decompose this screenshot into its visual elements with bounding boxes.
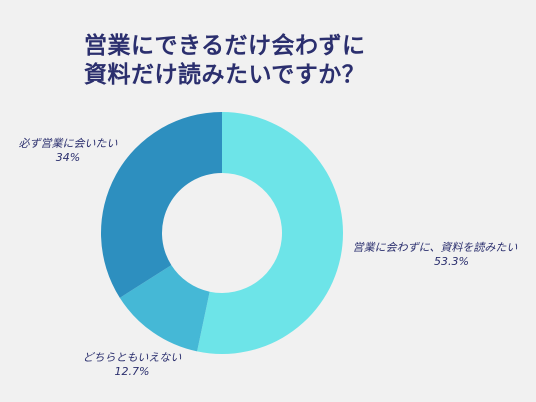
chart-title: 営業にできるだけ会わずに 資料だけ読みたいですか？ [84, 32, 504, 90]
label-neither: どちらともいえない 12.7% [70, 351, 194, 379]
slice-neither [119, 265, 210, 352]
label-read-materials: 営業に会わずに、資料を読みたい 53.3% [345, 241, 525, 269]
label-must-meet: 必ず営業に会いたい 34% [14, 137, 122, 165]
label-neither-value: 12.7% [114, 365, 150, 378]
label-read-materials-value: 53.3% [434, 255, 469, 268]
slice-read-materials [197, 112, 344, 355]
label-must-meet-name: 必ず営業に会いたい [18, 137, 118, 150]
label-read-materials-name: 営業に会わずに、資料を読みたい [352, 241, 518, 254]
chart-title-line-1: 営業にできるだけ会わずに [84, 33, 366, 59]
label-neither-name: どちらともいえない [82, 351, 182, 364]
slice-must-meet [101, 112, 222, 298]
chart-title-line-2: 資料だけ読みたいですか？ [84, 62, 366, 88]
label-must-meet-value: 34% [55, 151, 81, 164]
